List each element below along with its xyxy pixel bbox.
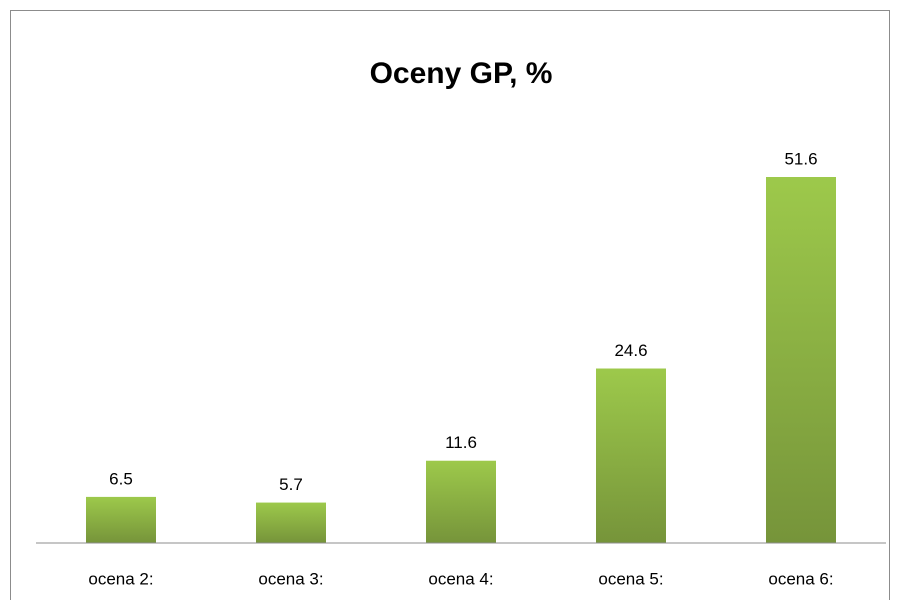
data-label: 5.7 [279,475,303,494]
data-label: 11.6 [445,433,477,452]
x-tick-label: ocena 5: [598,569,663,588]
bar [256,502,326,543]
bar [596,368,666,543]
bar [426,460,496,543]
x-tick-label: ocena 3: [258,569,323,588]
data-label: 51.6 [784,149,817,168]
x-tick-label: ocena 4: [428,569,493,588]
x-tick-label: ocena 6: [768,569,833,588]
data-label: 24.6 [614,341,647,360]
bar [86,496,156,543]
data-label: 6.5 [109,469,133,488]
chart-title: Oceny GP, % [370,57,553,90]
bar [766,177,836,543]
x-tick-label: ocena 2: [88,569,153,588]
